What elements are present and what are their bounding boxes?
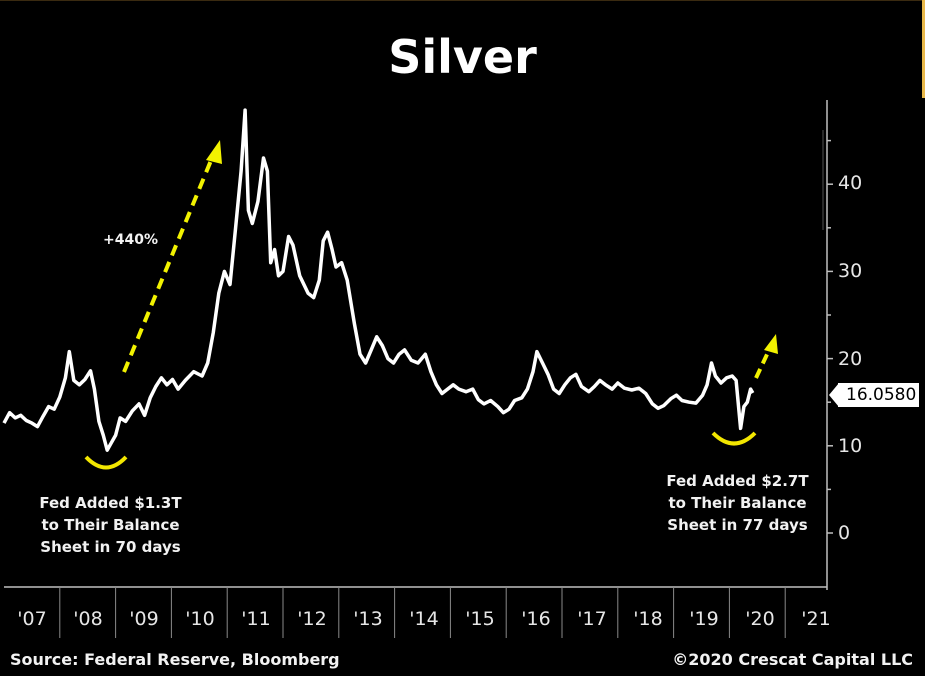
x-ticks xyxy=(59,587,786,638)
chart-title: Silver xyxy=(388,30,537,84)
x-label-19: '19 xyxy=(689,608,719,630)
right-note-line-1: Fed Added $2.7T xyxy=(666,472,809,490)
x-label-21: '21 xyxy=(801,608,831,630)
x-label-13: '13 xyxy=(353,608,383,630)
x-label-10: '10 xyxy=(185,608,215,630)
last-price-pointer-icon xyxy=(829,383,839,407)
x-label-15: '15 xyxy=(465,608,495,630)
x-label-11: '11 xyxy=(241,608,271,630)
smile-2008-icon xyxy=(84,455,128,470)
left-fed-note: Fed Added $1.3T to Their Balance Sheet i… xyxy=(28,492,193,558)
x-label-20: '20 xyxy=(745,608,775,630)
silver-price-line xyxy=(2,108,755,452)
frame-right-edge xyxy=(922,0,925,98)
last-price-badge: 16.0580 xyxy=(838,383,920,407)
right-fed-note: Fed Added $2.7T to Their Balance Sheet i… xyxy=(660,470,815,536)
y-ticks xyxy=(827,139,833,534)
y-label-20: 20 xyxy=(838,348,863,370)
y-label-0: 0 xyxy=(838,522,851,544)
copyright-note: ©2020 Crescat Capital LLC xyxy=(672,650,913,669)
frame-top-edge xyxy=(0,0,925,1)
gain-percent-label: +440% xyxy=(103,232,158,248)
x-label-18: '18 xyxy=(633,608,663,630)
smile-2020-icon xyxy=(711,431,757,446)
source-note: Source: Federal Reserve, Bloomberg xyxy=(10,650,340,669)
right-note-line-2: to Their Balance xyxy=(668,494,807,512)
arrow-up-2008-icon xyxy=(122,140,222,373)
x-label-07: '07 xyxy=(17,608,47,630)
y-label-10: 10 xyxy=(838,435,863,457)
y-label-30: 30 xyxy=(838,260,863,282)
right-note-line-3: Sheet in 77 days xyxy=(667,516,808,534)
x-label-12: '12 xyxy=(297,608,327,630)
x-label-17: '17 xyxy=(577,608,607,630)
x-label-14: '14 xyxy=(409,608,439,630)
y-label-40: 40 xyxy=(838,172,863,194)
left-note-line-1: Fed Added $1.3T xyxy=(39,494,182,512)
left-note-line-3: Sheet in 70 days xyxy=(40,538,181,556)
x-label-08: '08 xyxy=(73,608,103,630)
x-label-16: '16 xyxy=(521,608,551,630)
arrow-up-2020-icon xyxy=(754,334,778,379)
x-label-09: '09 xyxy=(129,608,159,630)
left-note-line-2: to Their Balance xyxy=(41,516,180,534)
